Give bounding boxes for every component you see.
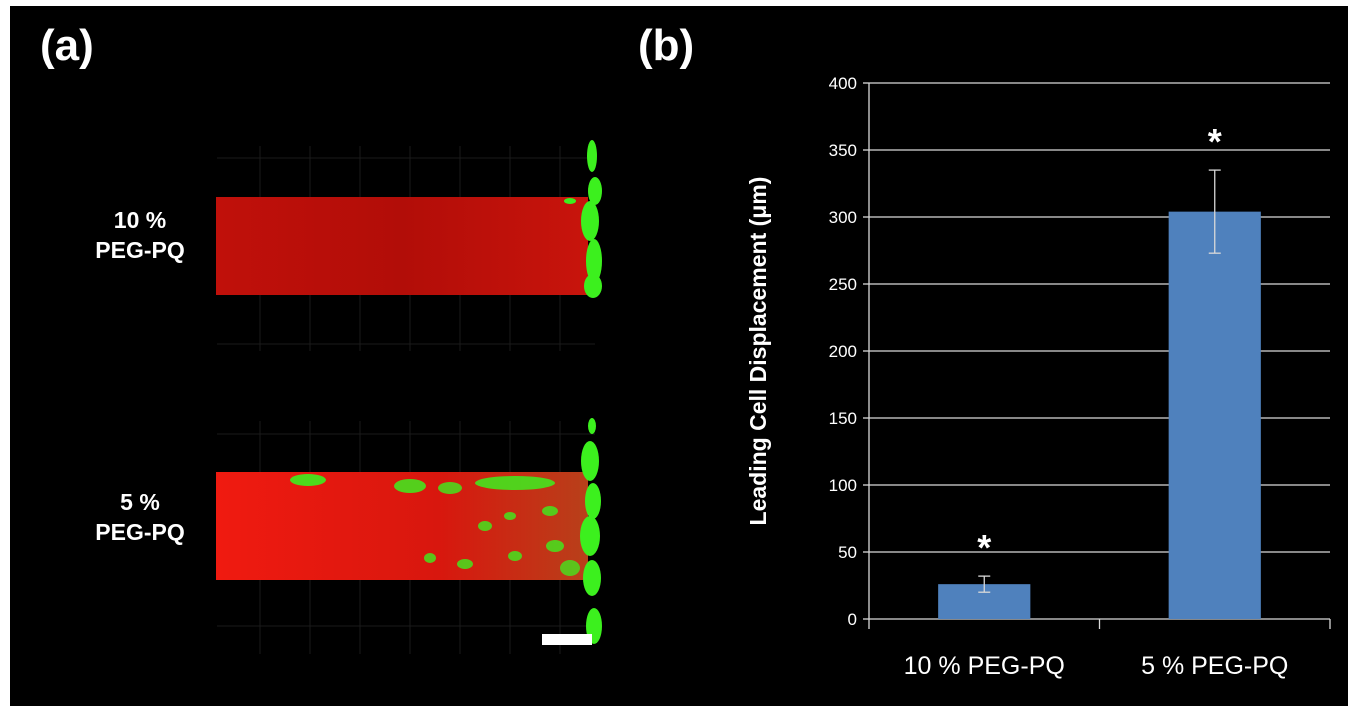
condition-label-5pct: 5 % PEG-PQ bbox=[80, 488, 200, 548]
y-tick-label: 400 bbox=[829, 74, 857, 93]
panel-a-letter: (a) bbox=[40, 21, 94, 70]
y-tick-label: 350 bbox=[829, 141, 857, 160]
condition-label-10pct-line2: PEG-PQ bbox=[95, 236, 185, 263]
y-tick-label: 250 bbox=[829, 275, 857, 294]
significance-asterisk-1: * bbox=[977, 527, 991, 568]
condition-label-5pct-line1: 5 % bbox=[120, 489, 160, 515]
y-tick-label: 50 bbox=[838, 543, 857, 562]
figure-panel: (a) (b) bbox=[10, 6, 1348, 706]
y-tick-label: 100 bbox=[829, 476, 857, 495]
scale-bar bbox=[542, 634, 592, 645]
micrograph-svg bbox=[216, 140, 602, 654]
significance-asterisk-2: * bbox=[1208, 121, 1222, 162]
condition-label-5pct-line2: PEG-PQ bbox=[95, 518, 185, 545]
condition-label-10pct: 10 % PEG-PQ bbox=[80, 206, 200, 266]
bar-chart: 0 50 100 150 200 250 300 350 400 10 % PEG-PQ 5 % … bbox=[745, 74, 1331, 680]
cell-cluster-10pct bbox=[564, 140, 602, 298]
category-labels: 10 % PEG-PQ 5 % PEG-PQ bbox=[904, 652, 1289, 680]
hydrogel-channel-10pct bbox=[216, 197, 588, 295]
y-tick-label: 200 bbox=[829, 342, 857, 361]
y-tick-label: 150 bbox=[829, 409, 857, 428]
category-label-1: 10 % PEG-PQ bbox=[904, 652, 1065, 680]
panel-b-letter: (b) bbox=[638, 21, 695, 70]
category-label-2: 5 % PEG-PQ bbox=[1141, 652, 1288, 680]
micrograph-top-image bbox=[216, 140, 602, 351]
condition-label-10pct-line1: 10 % bbox=[113, 207, 167, 233]
tick-labels: 0 50 100 150 200 250 300 350 400 bbox=[829, 74, 857, 629]
micrograph-bottom-image bbox=[216, 418, 602, 654]
bars bbox=[938, 169, 1261, 619]
significance-markers: ** bbox=[977, 121, 1222, 568]
y-axis-label: Leading Cell Displacement (μm) bbox=[745, 177, 771, 526]
bar-2 bbox=[1168, 211, 1261, 619]
cell-cluster-5pct bbox=[290, 418, 602, 644]
y-tick-label: 300 bbox=[829, 208, 857, 227]
y-tick-label: 0 bbox=[848, 610, 857, 629]
